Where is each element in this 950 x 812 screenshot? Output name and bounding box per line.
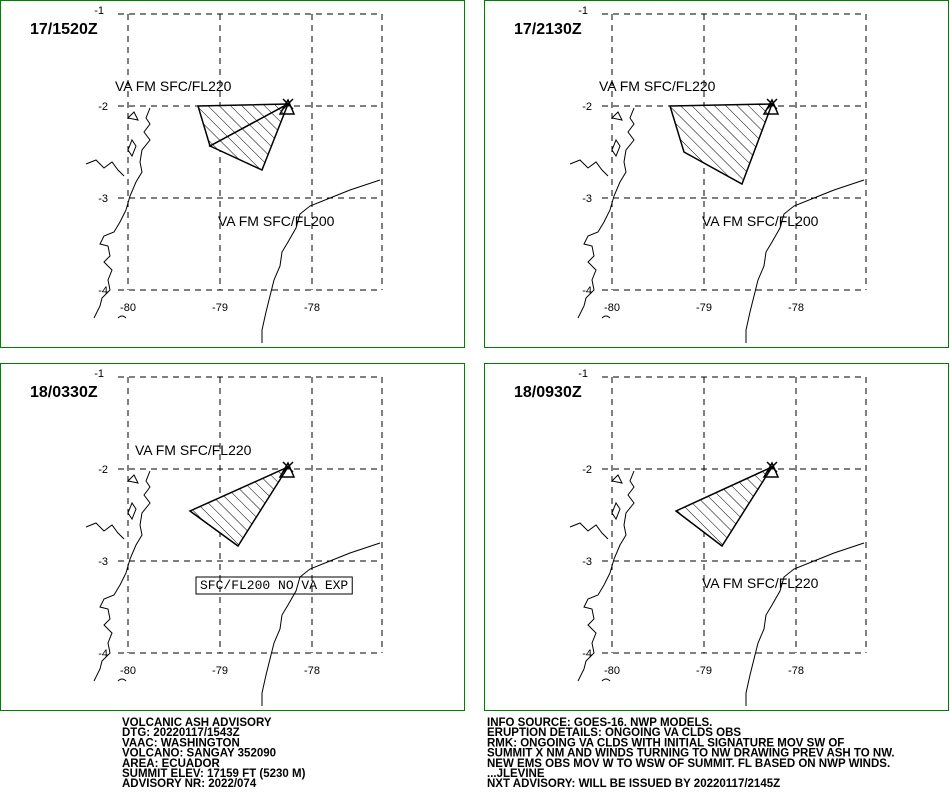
lat-label: -4	[98, 285, 108, 297]
lon-label: -79	[212, 665, 228, 677]
lat-label: -1	[578, 5, 588, 17]
panel-border	[0, 363, 465, 711]
coastline	[611, 138, 621, 158]
coastline	[611, 501, 621, 521]
advisory-line: VOLCANIC ASH ADVISORY	[122, 717, 272, 729]
valid-time: 17/1520Z	[30, 21, 98, 38]
coastline	[117, 315, 127, 319]
ash-cloud	[188, 465, 290, 548]
lat-label: -4	[582, 285, 592, 297]
lon-label: -79	[696, 302, 712, 314]
advisory-line: RMK: ONGOING VA CLDS WITH INITIAL SIGNAT…	[487, 737, 844, 749]
advisory-line: DTG: 20220117/1543Z	[122, 727, 240, 739]
ash-label: VA FM SFC/FL220	[599, 78, 716, 94]
coastline	[577, 107, 635, 319]
volcano-marker	[766, 461, 778, 473]
coastline	[601, 315, 611, 319]
lon-label: -80	[120, 302, 136, 314]
volcano-marker	[766, 98, 778, 110]
panel-border	[484, 363, 949, 711]
lon-label: -80	[604, 665, 620, 677]
coastline	[261, 179, 381, 343]
lat-label: -4	[98, 648, 108, 660]
lat-label: -3	[582, 556, 592, 568]
coastline	[85, 159, 125, 177]
valid-time: 18/0930Z	[514, 384, 582, 401]
advisory-line: VOLCANO: SANGAY 352090	[122, 748, 276, 760]
map-panel: -1 -2 -3 -4 -80 -79 -78 18/0330Z VA FM SFC/FL220…	[0, 363, 465, 711]
advisory-line: NXT ADVISORY: WILL BE ISSUED BY 20220117…	[487, 778, 780, 790]
coastline	[745, 179, 865, 343]
coastline	[126, 111, 139, 121]
coastline	[261, 542, 381, 706]
coastline	[577, 470, 635, 682]
lat-label: -2	[98, 464, 108, 476]
ash-label: VA FM SFC/FL200	[218, 213, 335, 229]
ash-cloud	[674, 465, 774, 548]
coastline	[601, 678, 611, 682]
map-panel: -1 -2 -3 -4 -80 -79 -78 17/1520Z VA FM SFC/FL220…	[0, 0, 465, 348]
lat-label: -4	[582, 648, 592, 660]
advisory-line: ERUPTION DETAILS: ONGOING VA CLDS OBS	[487, 727, 741, 739]
advisory-line: SUMMIT ELEV: 17159 FT (5230 M)	[122, 768, 306, 780]
coastline	[569, 522, 609, 540]
lon-label: -79	[212, 302, 228, 314]
lat-label: -3	[98, 556, 108, 568]
advisory-line: ADVISORY NR: 2022/074	[122, 778, 257, 790]
coastline	[117, 678, 127, 682]
ash-label: VA FM SFC/FL200	[702, 213, 819, 229]
coastline	[569, 159, 609, 177]
label-box	[195, 576, 353, 595]
lon-label: -80	[120, 665, 136, 677]
lon-label: -78	[304, 302, 320, 314]
panel-border	[0, 0, 465, 348]
coastline	[126, 474, 139, 484]
lon-label: -79	[696, 665, 712, 677]
volcano-marker	[282, 98, 294, 110]
advisory-line: VAAC: WASHINGTON	[122, 737, 240, 749]
ash-label: VA FM SFC/FL220	[135, 442, 252, 458]
coastline	[127, 501, 137, 521]
coastline	[85, 522, 125, 540]
advisory-line: ...JLEVINE	[487, 768, 545, 780]
advisory-line: NEW EMS OBS MOV W TO WSW OF SUMMIT. FL B…	[487, 758, 890, 770]
valid-time: 17/2130Z	[514, 21, 582, 38]
valid-time: 18/0330Z	[30, 384, 98, 401]
volcano-marker	[282, 461, 294, 473]
lon-label: -78	[788, 302, 804, 314]
lat-label: -3	[582, 193, 592, 205]
lat-label: -1	[94, 5, 104, 17]
coastline	[745, 542, 865, 706]
lon-label: -78	[304, 665, 320, 677]
lon-label: -78	[788, 665, 804, 677]
ash-cloud	[668, 103, 774, 186]
advisory-line: AREA: ECUADOR	[122, 758, 220, 770]
lat-label: -3	[98, 193, 108, 205]
coastline	[93, 107, 151, 319]
lat-label: -1	[578, 368, 588, 380]
lat-label: -2	[582, 101, 592, 113]
coastline	[93, 470, 151, 682]
coastline	[610, 474, 623, 484]
map-panel: -1 -2 -3 -4 -80 -79 -78 17/2130Z VA FM SFC/FL220…	[484, 0, 949, 348]
advisory-line: SUMMIT X NM AND WINDS TURNING TO NW DRAW…	[487, 748, 895, 760]
advisory-line: INFO SOURCE: GOES-16. NWP MODELS.	[487, 717, 712, 729]
ash-label: VA FM SFC/FL220	[115, 78, 232, 94]
ash-cloud	[208, 102, 290, 172]
coastline	[127, 138, 137, 158]
lat-label: -1	[94, 368, 104, 380]
lat-label: -2	[98, 101, 108, 113]
coastline	[610, 111, 623, 121]
panel-border	[484, 0, 949, 348]
ash-label: VA FM SFC/FL220	[702, 575, 819, 591]
lat-label: -2	[582, 464, 592, 476]
map-panel: -1 -2 -3 -4 -80 -79 -78 18/0930Z VA FM SFC/FL220	[484, 363, 949, 711]
lon-label: -80	[604, 302, 620, 314]
ash-label: SFC/FL200 NO VA EXP	[200, 578, 348, 593]
